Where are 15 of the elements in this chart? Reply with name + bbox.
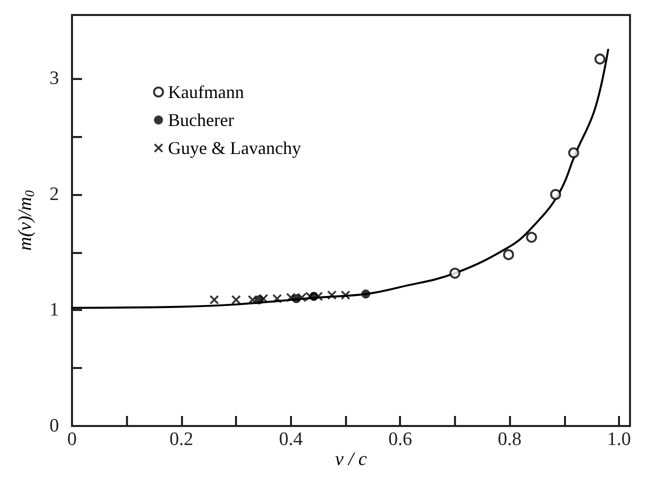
x-tick-label: 0.6 [388, 429, 412, 450]
legend-label: Kaufmann [168, 82, 244, 102]
legend-label: Bucherer [168, 110, 234, 130]
x-tick-label: 0.2 [170, 429, 194, 450]
legend-label: Guye & Lavanchy [168, 138, 301, 158]
x-axis-title: v / c [335, 449, 368, 470]
y-tick-label: 3 [50, 68, 59, 90]
y-tick-label: 0 [50, 416, 59, 436]
x-tick-label: 0.8 [498, 429, 522, 450]
x-tick-label: 1.0 [607, 429, 631, 450]
y-axis-title: m(v)/m0 [15, 190, 37, 251]
y-tick-label: 2 [50, 184, 59, 205]
x-tick-label: 0 [67, 429, 77, 450]
x-tick-label: 0.4 [278, 429, 304, 450]
y-tick-label: 1 [50, 300, 59, 321]
